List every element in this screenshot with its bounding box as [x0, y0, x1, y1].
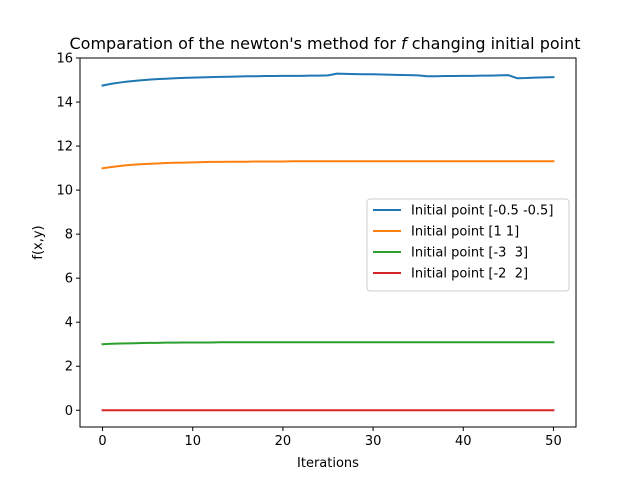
x-axis-label: Iterations	[297, 456, 359, 471]
x-tick-label: 30	[365, 434, 382, 449]
series-group	[101, 72, 555, 412]
y-tick-label: 2	[65, 360, 73, 375]
y-tick-label: 12	[56, 140, 73, 155]
chart-title-part-2: changing initial point	[407, 34, 581, 53]
legend-label-4: Initial point [-2 2]	[411, 267, 528, 282]
series-line-3	[101, 341, 555, 346]
series-line-2	[101, 160, 555, 170]
x-tick-label: 50	[545, 434, 562, 449]
x-tick-label: 40	[455, 434, 472, 449]
legend-box	[366, 198, 570, 292]
chart-title: Comparation of the newton's method for f…	[69, 34, 580, 53]
legend: Initial point [-0.5 -0.5] Initial point […	[366, 198, 570, 292]
x-tick-label: 20	[275, 434, 292, 449]
y-axis-label: f(x,y)	[31, 225, 46, 259]
x-axis-ticks: 0 10 20 30 40 50	[98, 427, 562, 449]
y-tick-label: 14	[56, 96, 73, 111]
x-tick-label: 0	[98, 434, 106, 449]
plot-frame	[79, 57, 577, 428]
y-tick-label: 16	[56, 52, 73, 67]
chart-title-italic: f	[401, 34, 409, 53]
chart-title-part-1: Comparation of the newton's method for	[69, 34, 401, 53]
legend-label-3: Initial point [-3 3]	[411, 246, 528, 261]
series-line-1	[101, 72, 555, 87]
y-tick-label: 0	[65, 404, 73, 419]
y-tick-label: 8	[65, 228, 73, 243]
legend-label-1: Initial point [-0.5 -0.5]	[411, 204, 553, 219]
x-tick-label: 10	[184, 434, 201, 449]
y-tick-label: 10	[56, 184, 73, 199]
y-tick-label: 4	[65, 316, 73, 331]
y-axis-ticks: 0 2 4 6 8 10 12 14 16	[56, 52, 80, 419]
y-tick-label: 6	[65, 272, 73, 287]
legend-label-2: Initial point [1 1]	[411, 225, 519, 240]
